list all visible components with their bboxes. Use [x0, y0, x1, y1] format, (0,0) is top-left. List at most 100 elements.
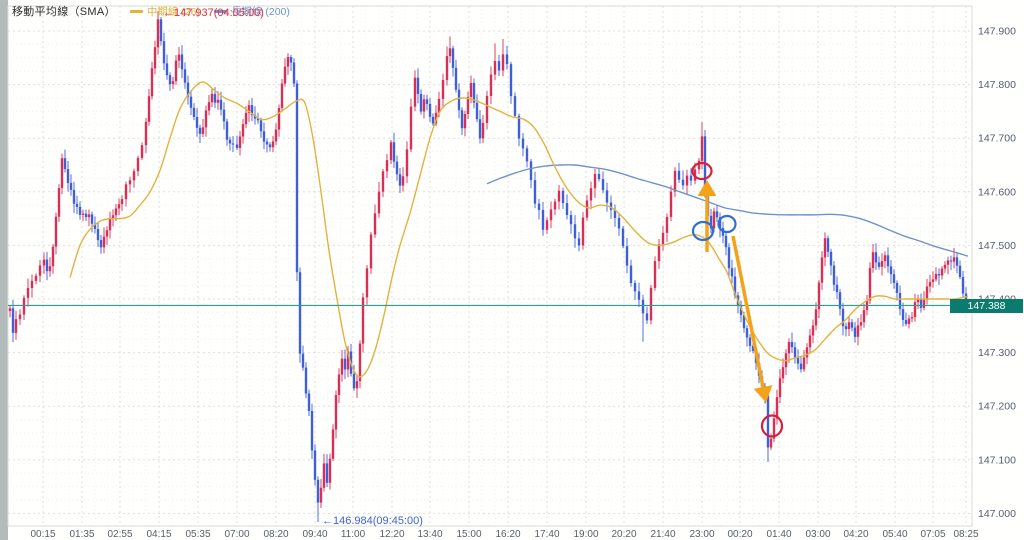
candle-body [325, 463, 329, 483]
candle-body [669, 191, 673, 217]
candle-body [63, 158, 67, 170]
candle-body [677, 170, 681, 180]
candle-body [168, 75, 172, 85]
candle-body [835, 284, 839, 293]
candle-body [525, 148, 529, 162]
candle-body [310, 411, 314, 451]
candle-body [283, 66, 287, 84]
candle-body [928, 282, 932, 287]
candle-body [621, 228, 625, 247]
candle-body [454, 67, 458, 90]
candle-body [475, 102, 479, 120]
candle-body [733, 276, 737, 296]
plot-border [7, 5, 973, 527]
candle-body [114, 208, 118, 216]
candle-body [489, 74, 493, 96]
candle-body [361, 297, 365, 344]
sell-arrow-line [731, 235, 765, 388]
candle-body [946, 260, 950, 265]
candle-body [222, 109, 226, 122]
candle-body [38, 265, 42, 276]
candle-body [730, 268, 734, 277]
candle-body [681, 179, 685, 186]
x-axis-tick-label: 07:00 [224, 529, 249, 540]
x-axis-tick-label: 09:40 [302, 529, 327, 540]
candle-body [625, 246, 629, 266]
candle-body [709, 215, 713, 229]
candle-body [581, 217, 585, 246]
candle-body [561, 190, 565, 204]
candle-body [445, 56, 449, 81]
candle-body [880, 261, 884, 267]
candle-body [99, 240, 103, 248]
x-axis-tick-label: 05:35 [185, 529, 210, 540]
candle-body [413, 77, 417, 107]
candle-body [934, 273, 938, 280]
candle-body [247, 105, 251, 113]
candle-body [907, 318, 911, 324]
candle-body [437, 98, 441, 113]
candle-body [847, 322, 851, 330]
candle-body [469, 82, 473, 97]
candle-body [925, 286, 929, 300]
candle-body [826, 238, 830, 252]
candle-body [745, 328, 749, 338]
candle-body [509, 64, 513, 97]
red-circle-marker [760, 414, 784, 438]
candle-body [829, 251, 833, 266]
high-price-annotation: ←147.937(04:05:00) [163, 7, 264, 19]
candle-body [727, 247, 731, 269]
candle-body [448, 48, 452, 57]
candle-body [501, 54, 505, 71]
candle-body [895, 282, 899, 293]
candle-body [18, 314, 22, 320]
candle-body [60, 158, 64, 189]
candle-body [11, 308, 15, 333]
candle-body [859, 322, 863, 326]
candle-body [505, 54, 509, 65]
candle-body [334, 395, 338, 430]
candle-body [274, 129, 278, 142]
candle-body [451, 48, 455, 68]
candle-body [177, 54, 181, 61]
candle-body [613, 209, 617, 219]
candle-body [913, 302, 917, 318]
ma26-swatch [129, 9, 143, 13]
candle-body [886, 255, 890, 267]
candle-body [463, 113, 467, 129]
candle-body [96, 228, 100, 241]
candle-body [841, 308, 845, 327]
candle-body [108, 218, 112, 231]
candle-body [497, 61, 501, 71]
candle-body [748, 337, 752, 346]
candle-body [441, 80, 445, 99]
candle-body [389, 142, 393, 161]
candle-body [301, 353, 305, 368]
candle-body [742, 315, 746, 329]
candle-body [832, 265, 836, 285]
x-axis-tick-label: 00:15 [30, 529, 55, 540]
candle-body [940, 268, 944, 276]
candle-body [228, 139, 232, 144]
candle-body [689, 175, 693, 181]
candle-body [557, 190, 561, 202]
x-axis-tick-label: 23:00 [689, 529, 714, 540]
candle-body [385, 160, 389, 172]
candle-body [549, 209, 553, 221]
candle-body [235, 144, 239, 148]
candle-body [405, 149, 409, 177]
candle-body [307, 393, 311, 412]
candle-body [398, 174, 402, 186]
candle-body [183, 69, 187, 83]
candle-body [808, 335, 812, 348]
chart-legend: 移動平均線（SMA） 中期線 (26) 長期線 (200) [12, 3, 290, 19]
candle-body [904, 319, 908, 324]
candle-body [892, 274, 896, 283]
candle-body [617, 218, 621, 229]
candle-body [637, 291, 641, 300]
candle-body [601, 179, 605, 191]
candle-body [78, 206, 82, 215]
candle-body [265, 141, 269, 145]
candle-body [422, 99, 426, 112]
